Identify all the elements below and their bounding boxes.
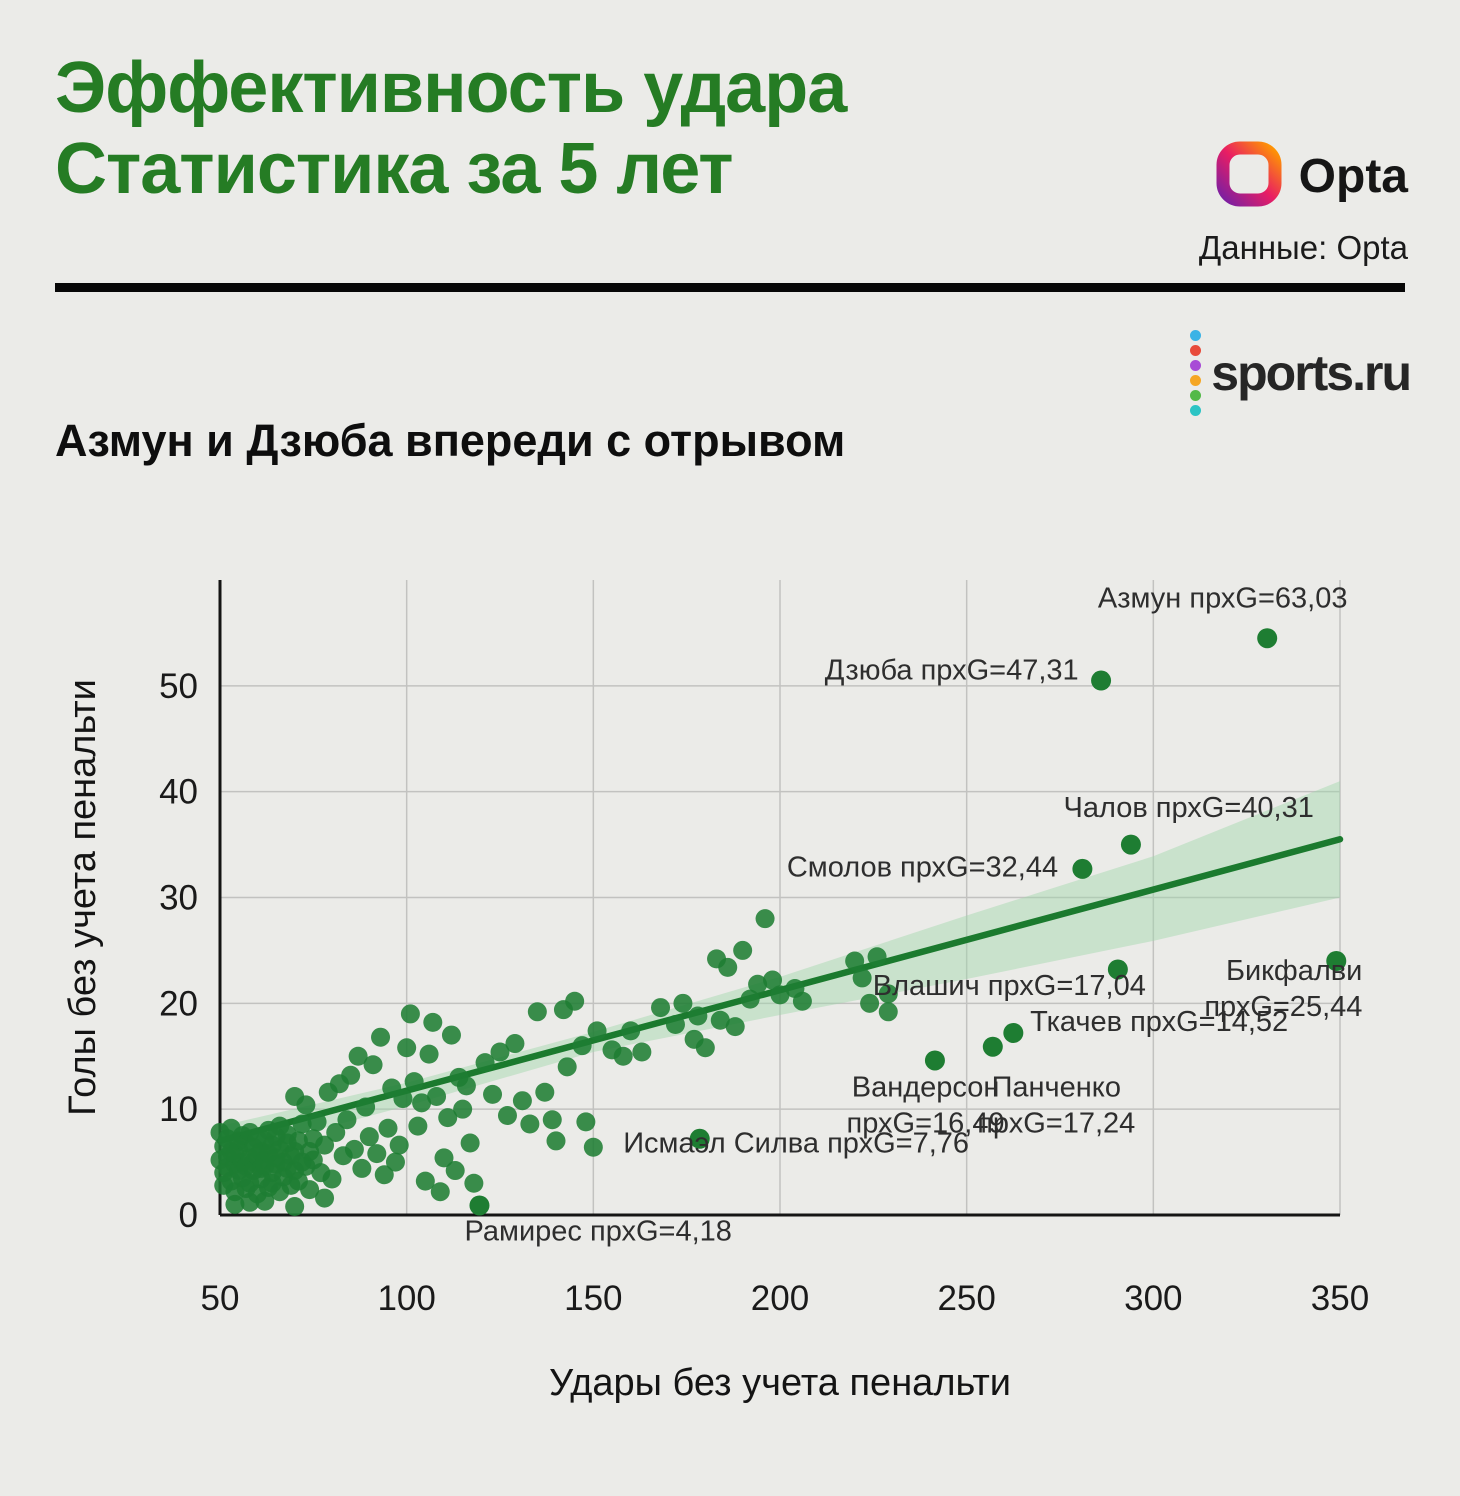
svg-text:10: 10 xyxy=(159,1090,198,1129)
sportsru-logo-text: sports.ru xyxy=(1211,345,1412,401)
data-source-label: Данные: Opta xyxy=(1198,229,1408,266)
svg-text:30: 30 xyxy=(159,879,198,918)
sportsru-logo: sports.ru xyxy=(1190,330,1412,416)
svg-text:Удары без учета пенальти: Удары без учета пенальти xyxy=(549,1362,1011,1404)
svg-text:0: 0 xyxy=(179,1196,198,1235)
svg-text:300: 300 xyxy=(1124,1279,1182,1318)
divider xyxy=(55,283,1405,292)
svg-text:Азмун прхG=63,03: Азмун прхG=63,03 xyxy=(1098,583,1348,615)
svg-text:Ткачев прхG=14,52: Ткачев прхG=14,52 xyxy=(1030,1006,1288,1038)
svg-text:Вандерсон: Вандерсон xyxy=(852,1071,1000,1103)
sportsru-dots-icon xyxy=(1190,330,1202,416)
svg-text:40: 40 xyxy=(159,773,198,812)
svg-text:Смолов прхG=32,44: Смолов прхG=32,44 xyxy=(787,851,1058,883)
opta-logo-text: Opta xyxy=(1298,150,1408,203)
page-title: Эффективность удара Статистика за 5 лет xyxy=(55,48,847,209)
svg-text:20: 20 xyxy=(159,984,198,1023)
svg-text:Исмаэл Силва прхG=7,76: Исмаэл Силва прхG=7,76 xyxy=(623,1128,969,1160)
svg-text:150: 150 xyxy=(564,1279,622,1318)
chart-subtitle: Азмун и Дзюба впереди с отрывом xyxy=(55,415,846,466)
page-title-line2: Статистика за 5 лет xyxy=(55,128,734,209)
svg-text:Чалов прхG=40,31: Чалов прхG=40,31 xyxy=(1063,792,1313,824)
svg-text:прхG=17,24: прхG=17,24 xyxy=(977,1107,1135,1139)
svg-text:50: 50 xyxy=(201,1279,240,1318)
svg-text:прхG=25,44: прхG=25,44 xyxy=(1204,991,1362,1023)
svg-text:200: 200 xyxy=(751,1279,809,1318)
svg-text:250: 250 xyxy=(937,1279,995,1318)
svg-text:Дзюба прхG=47,31: Дзюба прхG=47,31 xyxy=(825,654,1079,686)
scatter-chart: Азмун прхG=63,03 Дзюба прхG=47,31 Чалов пр… xyxy=(62,580,1369,1404)
svg-text:Влашич прхG=17,04: Влашич прхG=17,04 xyxy=(873,970,1146,1002)
opta-logo-block: Opta Данные: Opta xyxy=(1199,138,1408,267)
svg-text:Голы без учета пенальти: Голы без учета пенальти xyxy=(62,679,104,1116)
svg-text:Бикфалви: Бикфалви xyxy=(1226,955,1362,987)
svg-text:100: 100 xyxy=(377,1279,435,1318)
svg-text:350: 350 xyxy=(1311,1279,1369,1318)
opta-logo-icon xyxy=(1213,138,1285,215)
page-title-line1: Эффективность удара xyxy=(55,48,847,128)
svg-text:прхG=16,49: прхG=16,49 xyxy=(847,1107,1005,1139)
svg-text:Панченко: Панченко xyxy=(992,1071,1121,1103)
svg-text:Рамирес прхG=4,18: Рамирес прхG=4,18 xyxy=(465,1215,732,1247)
svg-text:50: 50 xyxy=(159,667,198,706)
